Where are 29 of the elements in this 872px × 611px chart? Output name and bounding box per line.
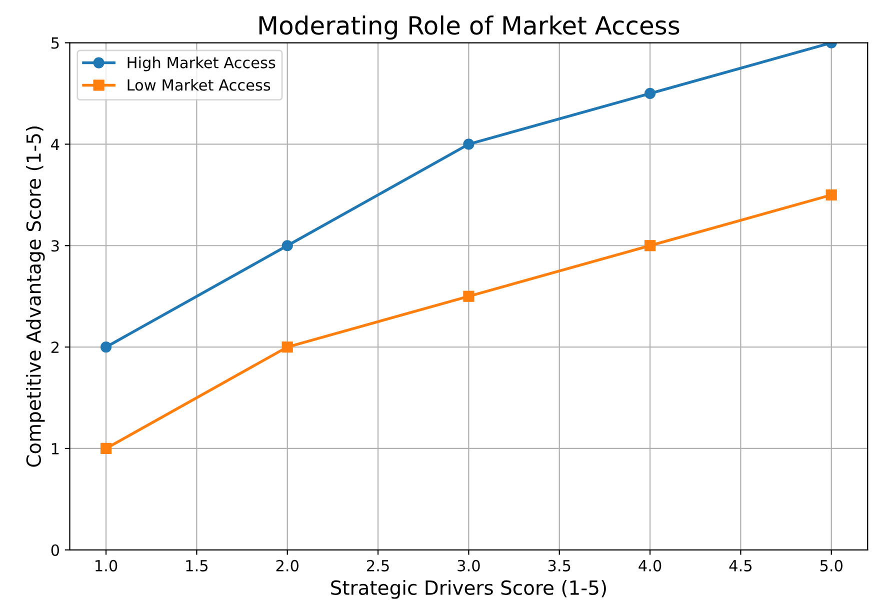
y-tick-label: 2 (51, 342, 59, 353)
point (282, 341, 293, 353)
y-axis-title: Competitive Advantage Score (1-5) (26, 126, 45, 467)
y-tick-label: 5 (51, 37, 59, 49)
x-tick-label: 3.0 (458, 560, 480, 572)
x-tick-label: 1.5 (186, 560, 208, 572)
legend-label: Low Market Access (128, 78, 270, 91)
x-tick-label: 1.0 (96, 560, 118, 572)
y-tick-label: 3 (51, 240, 59, 252)
point (644, 240, 656, 252)
x-axis-title: Strategic Drivers Score (1-5) (331, 580, 606, 599)
x-tick-label: 4.0 (638, 560, 662, 572)
x-tick-label: 5.0 (820, 560, 843, 572)
y-tick-label: 0 (51, 544, 60, 556)
point (826, 189, 837, 200)
x-tick-label: 2.0 (276, 560, 298, 572)
point (100, 442, 112, 454)
chart-title: Moderating Role of Market Access (259, 15, 680, 40)
legend-label: High Market Access (128, 56, 276, 72)
point (463, 290, 474, 302)
y-tick-label: 4 (51, 138, 60, 150)
y-tick-label: 1 (52, 443, 59, 454)
x-tick-label: 2.5 (367, 560, 389, 572)
point (463, 138, 474, 150)
point (100, 341, 112, 353)
x-tick-label: 3.5 (548, 560, 570, 572)
point (644, 88, 656, 100)
x-tick-label: 4.5 (729, 560, 752, 572)
point (282, 240, 293, 252)
